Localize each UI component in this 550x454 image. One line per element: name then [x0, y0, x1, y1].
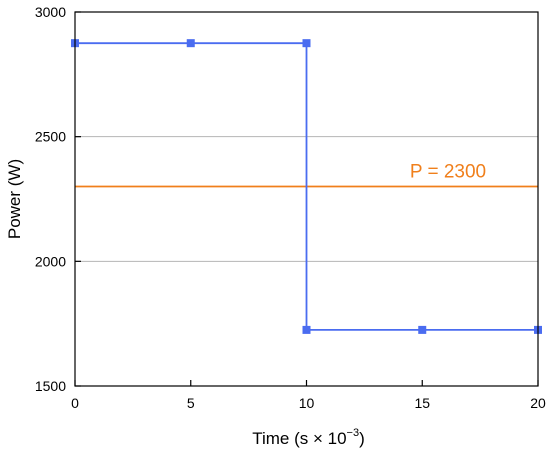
- data-point-0-3: [302, 325, 311, 334]
- data-point-0-4: [418, 325, 427, 334]
- y-tick-label-1500: 1500: [35, 378, 66, 394]
- y-tick-label-2500: 2500: [35, 129, 66, 145]
- x-tick-label-20: 20: [530, 395, 546, 411]
- x-tick-label-5: 5: [187, 395, 195, 411]
- series-group: [75, 42, 538, 331]
- x-tick-label-10: 10: [299, 395, 315, 411]
- x-tick-label-15: 15: [414, 395, 430, 411]
- y-axis-ticks: 1500 2000 2500 3000: [35, 4, 81, 394]
- y-tick-label-3000: 3000: [35, 4, 66, 20]
- series-line-0: [75, 42, 538, 331]
- x-axis-label-prefix: Time (s × 10: [252, 429, 346, 448]
- x-axis-label-suffix: ): [359, 429, 365, 448]
- x-axis-label: Time (s × 10−3): [252, 427, 365, 448]
- data-point-0-1: [186, 39, 195, 48]
- x-axis-label-superscript: −3: [347, 427, 360, 439]
- data-point-0-2: [302, 39, 311, 48]
- y-tick-label-2000: 2000: [35, 253, 66, 269]
- x-axis-ticks: 0 5 10 15 20: [71, 380, 546, 411]
- y-axis-label: Power (W): [5, 159, 24, 239]
- reference-line-label: P = 2300: [410, 162, 486, 183]
- x-tick-label-0: 0: [71, 395, 79, 411]
